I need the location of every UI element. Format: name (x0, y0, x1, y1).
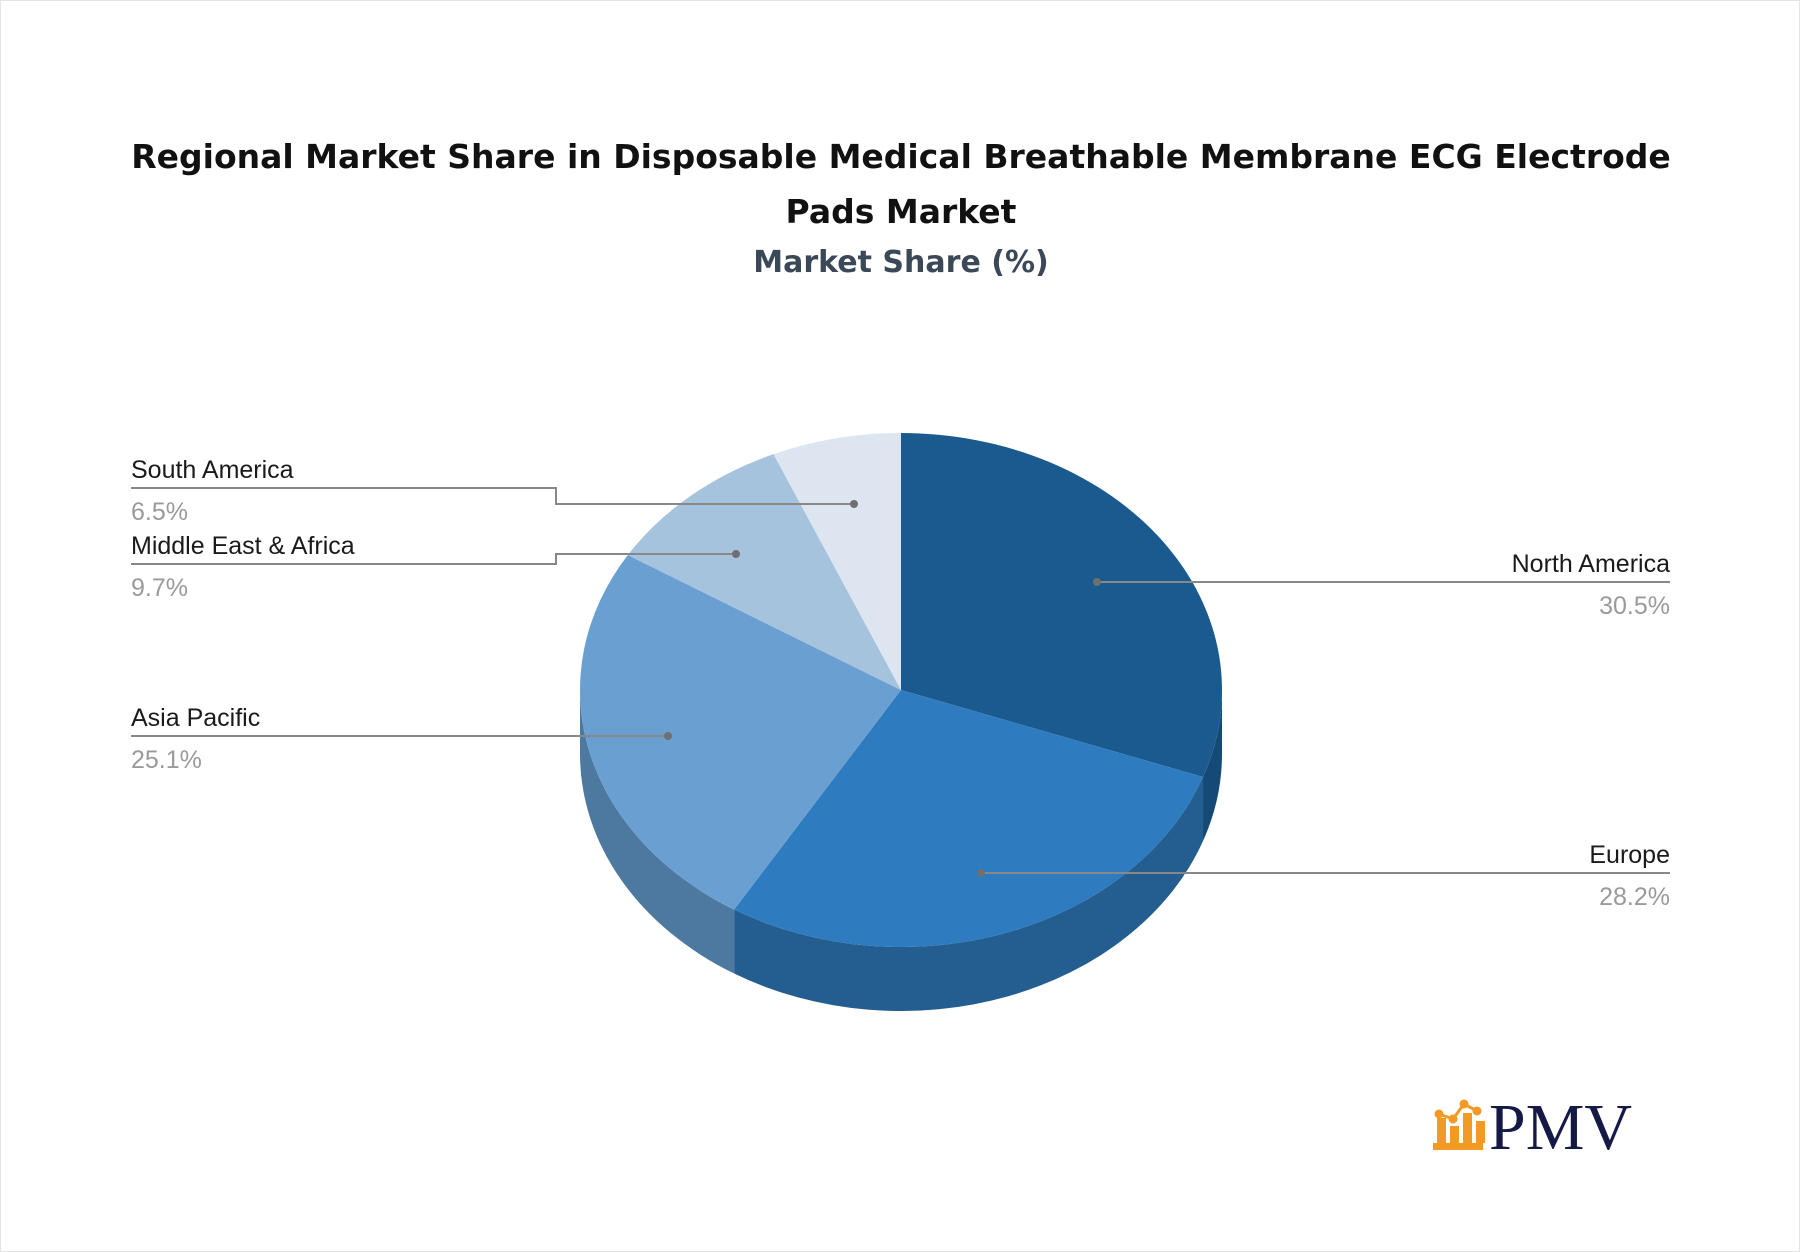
pie-slice-europe[interactable] (734, 690, 1204, 947)
pie-slice-middle-east-africa[interactable] (627, 454, 901, 690)
chart-subtitle: Market Share (%) (753, 245, 1049, 280)
chart-title: Regional Market Share in Disposable Medi… (131, 137, 1671, 231)
pie-side-0 (1203, 690, 1222, 842)
leader-line (131, 553, 736, 565)
slice-value-label: 30.5% (1599, 592, 1670, 620)
leader-dot (1093, 578, 1101, 586)
leader-dot (732, 550, 740, 558)
leader-dot (850, 500, 858, 508)
pie-slice-asia-pacific[interactable] (579, 555, 901, 910)
slice-value-label: 25.1% (131, 746, 202, 774)
slice-value-label: 28.2% (1599, 883, 1670, 911)
pie-slice-north-america[interactable] (901, 433, 1222, 778)
leader-dot (977, 869, 985, 877)
leader-line (131, 487, 854, 505)
slice-label: Middle East & Africa (131, 532, 355, 560)
pie-side-2 (580, 690, 735, 974)
slice-value-label: 9.7% (131, 574, 188, 602)
slice-value-label: 6.5% (131, 498, 188, 526)
slice-label: North America (1512, 550, 1670, 578)
slice-label: South America (131, 456, 294, 484)
slice-label: Europe (1589, 841, 1670, 869)
slice-label: Asia Pacific (131, 704, 260, 732)
leader-dot (664, 732, 672, 740)
pie-slice-south-america[interactable] (773, 433, 901, 690)
pie-side-1 (734, 777, 1204, 1011)
